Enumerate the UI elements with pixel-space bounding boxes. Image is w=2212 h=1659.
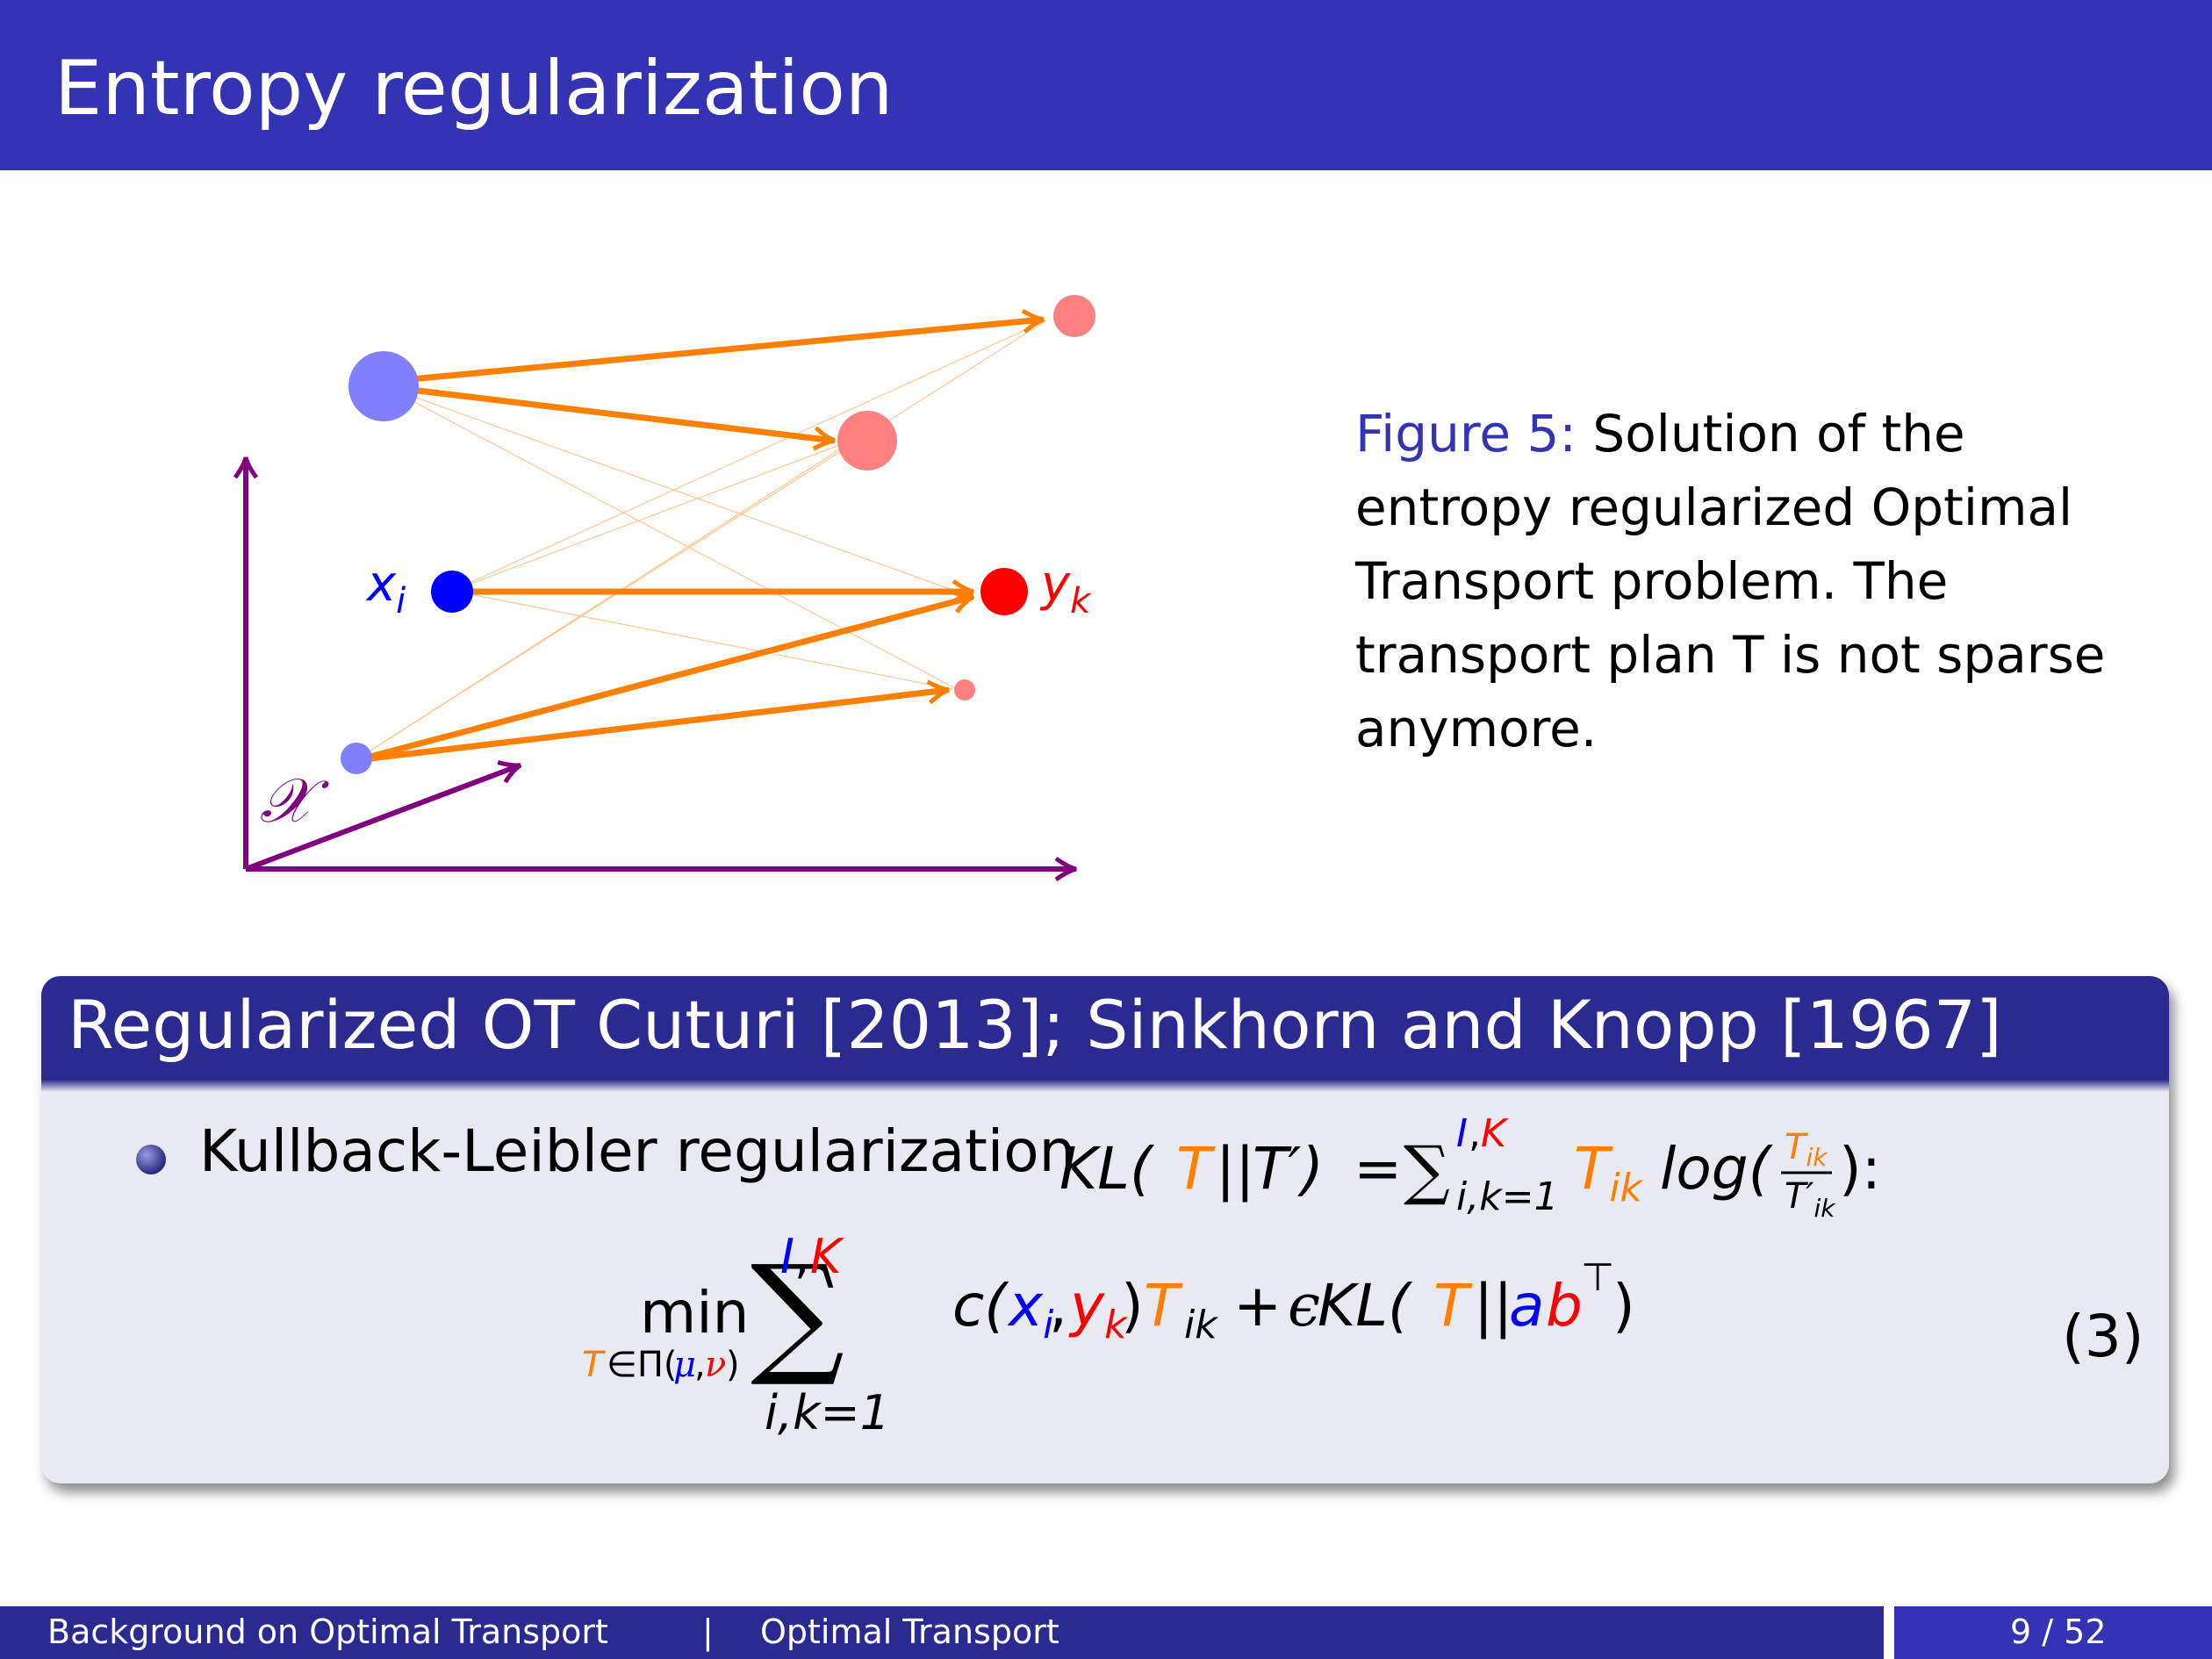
svg-text:+: + [1233,1272,1282,1339]
transport-figure: xi yk 𝒳 [233,295,1095,882]
svg-text:||: || [1216,1135,1254,1203]
flow-arrow [410,386,836,451]
svg-text:K: K [1481,1111,1509,1156]
footer-section: Background on Optimal Transport [47,1612,608,1651]
svg-text:=: = [1354,1135,1402,1203]
target-point [954,679,975,700]
footer-page-box: 9 / 52 [1894,1606,2212,1659]
svg-text:ϵ: ϵ [1288,1272,1320,1339]
svg-text:KL(: KL( [1318,1272,1413,1339]
faint-flow-lines [355,320,1047,761]
target-point-yk [980,568,1028,615]
footer-subsection: Optimal Transport [760,1612,1059,1651]
figure-caption: Figure 5: Solution of the entropy regula… [1355,397,2145,765]
svg-text:b: b [1546,1272,1583,1339]
page-number: 9 / 52 [2010,1612,2107,1651]
flow-arrow [370,679,950,762]
bullet-text: Kullback-Leibler regularization [199,1117,1076,1185]
caption-text: Solution of the entropy regularized Opti… [1355,404,2106,758]
svg-text:T′ik: T′ik [1785,1176,1836,1223]
svg-text:⊤: ⊤ [1581,1255,1614,1300]
svg-text:log(: log( [1660,1135,1774,1203]
svg-text:): ) [1121,1272,1144,1339]
entropy-ot-equation: min T ∈Π( μ , ν ) ∑ I , K i,k=1 c( xi , … [582,1229,1635,1440]
svg-text:i,k=1: i,k=1 [1456,1174,1559,1219]
source-label: xi [365,556,406,621]
equation-number: (3) [2062,1303,2144,1370]
svg-text:Tik: Tik [1574,1135,1644,1210]
title-bar: Entropy regularization [0,0,2212,170]
svg-text:μ: μ [673,1345,696,1385]
kl-definition-formula: KL( T || T′) = ∑ I , K i,k=1 Tik log( Ti… [1059,1111,1881,1223]
svg-text:,: , [794,1229,809,1284]
svg-text:∑: ∑ [1404,1132,1450,1208]
svg-text:,: , [1049,1272,1067,1339]
svg-text:):: ): [1839,1135,1881,1203]
block-title: Regularized OT Cuturi [2013]; Sinkhorn a… [68,986,2002,1064]
svg-text:T: T [582,1345,607,1385]
svg-text:∈Π(: ∈Π( [607,1345,678,1385]
svg-text:I: I [780,1229,794,1284]
svg-text:ν: ν [705,1345,726,1385]
flow-arrow [370,589,975,760]
block-header: Regularized OT Cuturi [2013]; Sinkhorn a… [41,976,2169,1080]
flow-arrow [410,308,1045,383]
svg-text:∑: ∑ [750,1238,844,1390]
svg-text:||: || [1474,1272,1512,1339]
axes [233,456,1077,882]
svg-text:I: I [1456,1111,1468,1156]
source-point [348,351,419,421]
svg-text:): ) [1612,1272,1635,1339]
source-point-xi [431,571,473,613]
target-point [837,411,897,470]
svg-text:): ) [726,1345,740,1385]
svg-text:xi: xi [1007,1272,1054,1347]
svg-text:c(: c( [952,1272,1009,1339]
svg-text:a: a [1509,1272,1544,1339]
block-header-shade [41,1080,2169,1092]
slide-title: Entropy regularization [54,45,894,133]
svg-text:,: , [1469,1111,1481,1156]
source-point [341,743,372,774]
regularized-ot-block: Regularized OT Cuturi [2013]; Sinkhorn a… [41,976,2169,1483]
svg-text:T′): T′) [1253,1135,1324,1203]
svg-text:T: T [1433,1272,1473,1339]
space-label: 𝒳 [260,765,329,837]
svg-text:T: T [1176,1135,1216,1203]
svg-text:i,k=1: i,k=1 [765,1385,890,1440]
svg-text:ik: ik [1184,1303,1218,1347]
svg-text:KL(: KL( [1059,1135,1155,1203]
caption-label: Figure 5: [1355,404,1576,463]
svg-text:K: K [810,1229,844,1284]
svg-text:Tik: Tik [1785,1127,1828,1172]
bullet-icon [136,1145,166,1174]
footer-navigation: Background on Optimal Transport | Optima… [0,1606,1884,1659]
footer-separator: | [702,1612,714,1651]
svg-text:yk: yk [1068,1272,1128,1347]
flow-arrows [370,308,1045,762]
svg-text:T: T [1144,1272,1183,1339]
target-label: yk [1039,556,1092,621]
svg-text:,: , [694,1345,706,1385]
target-point [1053,295,1095,337]
svg-text:min: min [640,1279,749,1347]
